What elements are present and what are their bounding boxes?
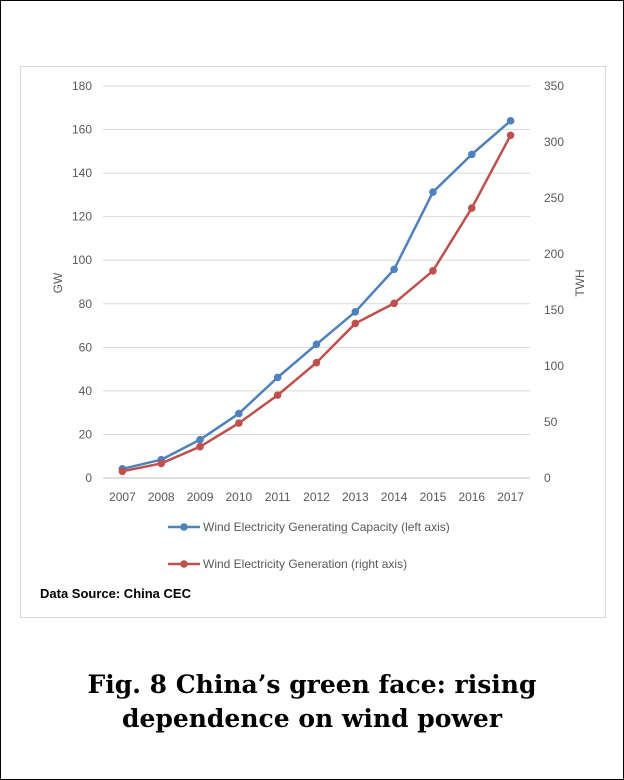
data-point [429, 188, 437, 196]
chart-panel [20, 66, 606, 618]
x-tick-label: 2008 [148, 490, 175, 504]
data-point [390, 299, 398, 308]
data-point [157, 459, 166, 468]
figure-caption: Fig. 8 China’s green face: rising depend… [87, 670, 537, 733]
x-tick-label: 2010 [226, 490, 253, 504]
right-tick-label: 350 [544, 79, 564, 93]
left-tick-label: 60 [79, 340, 93, 354]
data-point [235, 419, 243, 427]
x-tick-label: 2017 [497, 490, 524, 504]
legend-marker [180, 560, 188, 568]
left-tick-label: 160 [72, 123, 92, 137]
left-axis-ticks: 0 20 40 60 80 100 120 140 160 180 [72, 79, 92, 485]
x-tick-label: 2015 [420, 490, 447, 504]
right-tick-label: 200 [544, 247, 564, 261]
data-point [273, 391, 282, 399]
right-tick-label: 0 [544, 471, 551, 485]
data-point [429, 267, 437, 275]
left-tick-label: 0 [85, 471, 92, 485]
data-point [351, 308, 360, 316]
data-point [467, 204, 476, 212]
data-point [312, 340, 321, 349]
data-point [235, 409, 243, 418]
left-tick-label: 100 [72, 253, 92, 267]
right-tick-label: 50 [544, 415, 558, 429]
data-point [506, 117, 515, 125]
right-tick-label: 100 [544, 359, 564, 373]
x-axis-ticks: 2007 2008 2009 2010 2011 2012 2013 2014 2015 2016… [109, 490, 524, 504]
x-tick-label: 2012 [303, 490, 330, 504]
left-tick-label: 180 [72, 79, 92, 93]
x-tick-label: 2009 [187, 490, 214, 504]
x-tick-label: 2016 [458, 490, 485, 504]
data-point [196, 442, 204, 451]
left-axis-label: GW [51, 272, 65, 293]
data-point [273, 373, 282, 382]
x-tick-label: 2007 [109, 490, 136, 504]
data-point [390, 265, 398, 274]
right-axis-label: TWH [573, 269, 587, 296]
data-point [506, 131, 515, 140]
right-tick-label: 300 [544, 135, 564, 149]
series-lines [118, 117, 515, 476]
right-axis-ticks: 0 50 100 150 200 250 300 350 [544, 79, 564, 485]
left-tick-label: 120 [72, 210, 92, 224]
data-point [467, 150, 476, 159]
left-tick-label: 80 [79, 297, 93, 311]
x-tick-label: 2011 [265, 490, 291, 504]
left-tick-label: 20 [79, 427, 93, 441]
legend-label: Wind Electricity Generating Capacity (le… [203, 520, 450, 534]
right-tick-label: 150 [544, 303, 564, 317]
data-point [196, 435, 204, 444]
data-point [118, 467, 127, 476]
x-tick-label: 2014 [381, 490, 408, 504]
data-point [351, 319, 360, 328]
right-tick-label: 250 [544, 191, 564, 205]
data-point [312, 358, 321, 367]
legend: Wind Electricity Generating Capacity (le… [168, 520, 450, 571]
x-tick-label: 2013 [342, 490, 369, 504]
left-tick-label: 140 [72, 166, 92, 180]
gridlines [103, 85, 530, 479]
left-tick-label: 40 [79, 384, 93, 398]
data-source-note: Data Source: China CEC [40, 586, 191, 601]
legend-label: Wind Electricity Generation (right axis) [203, 557, 407, 571]
legend-marker [180, 523, 188, 531]
